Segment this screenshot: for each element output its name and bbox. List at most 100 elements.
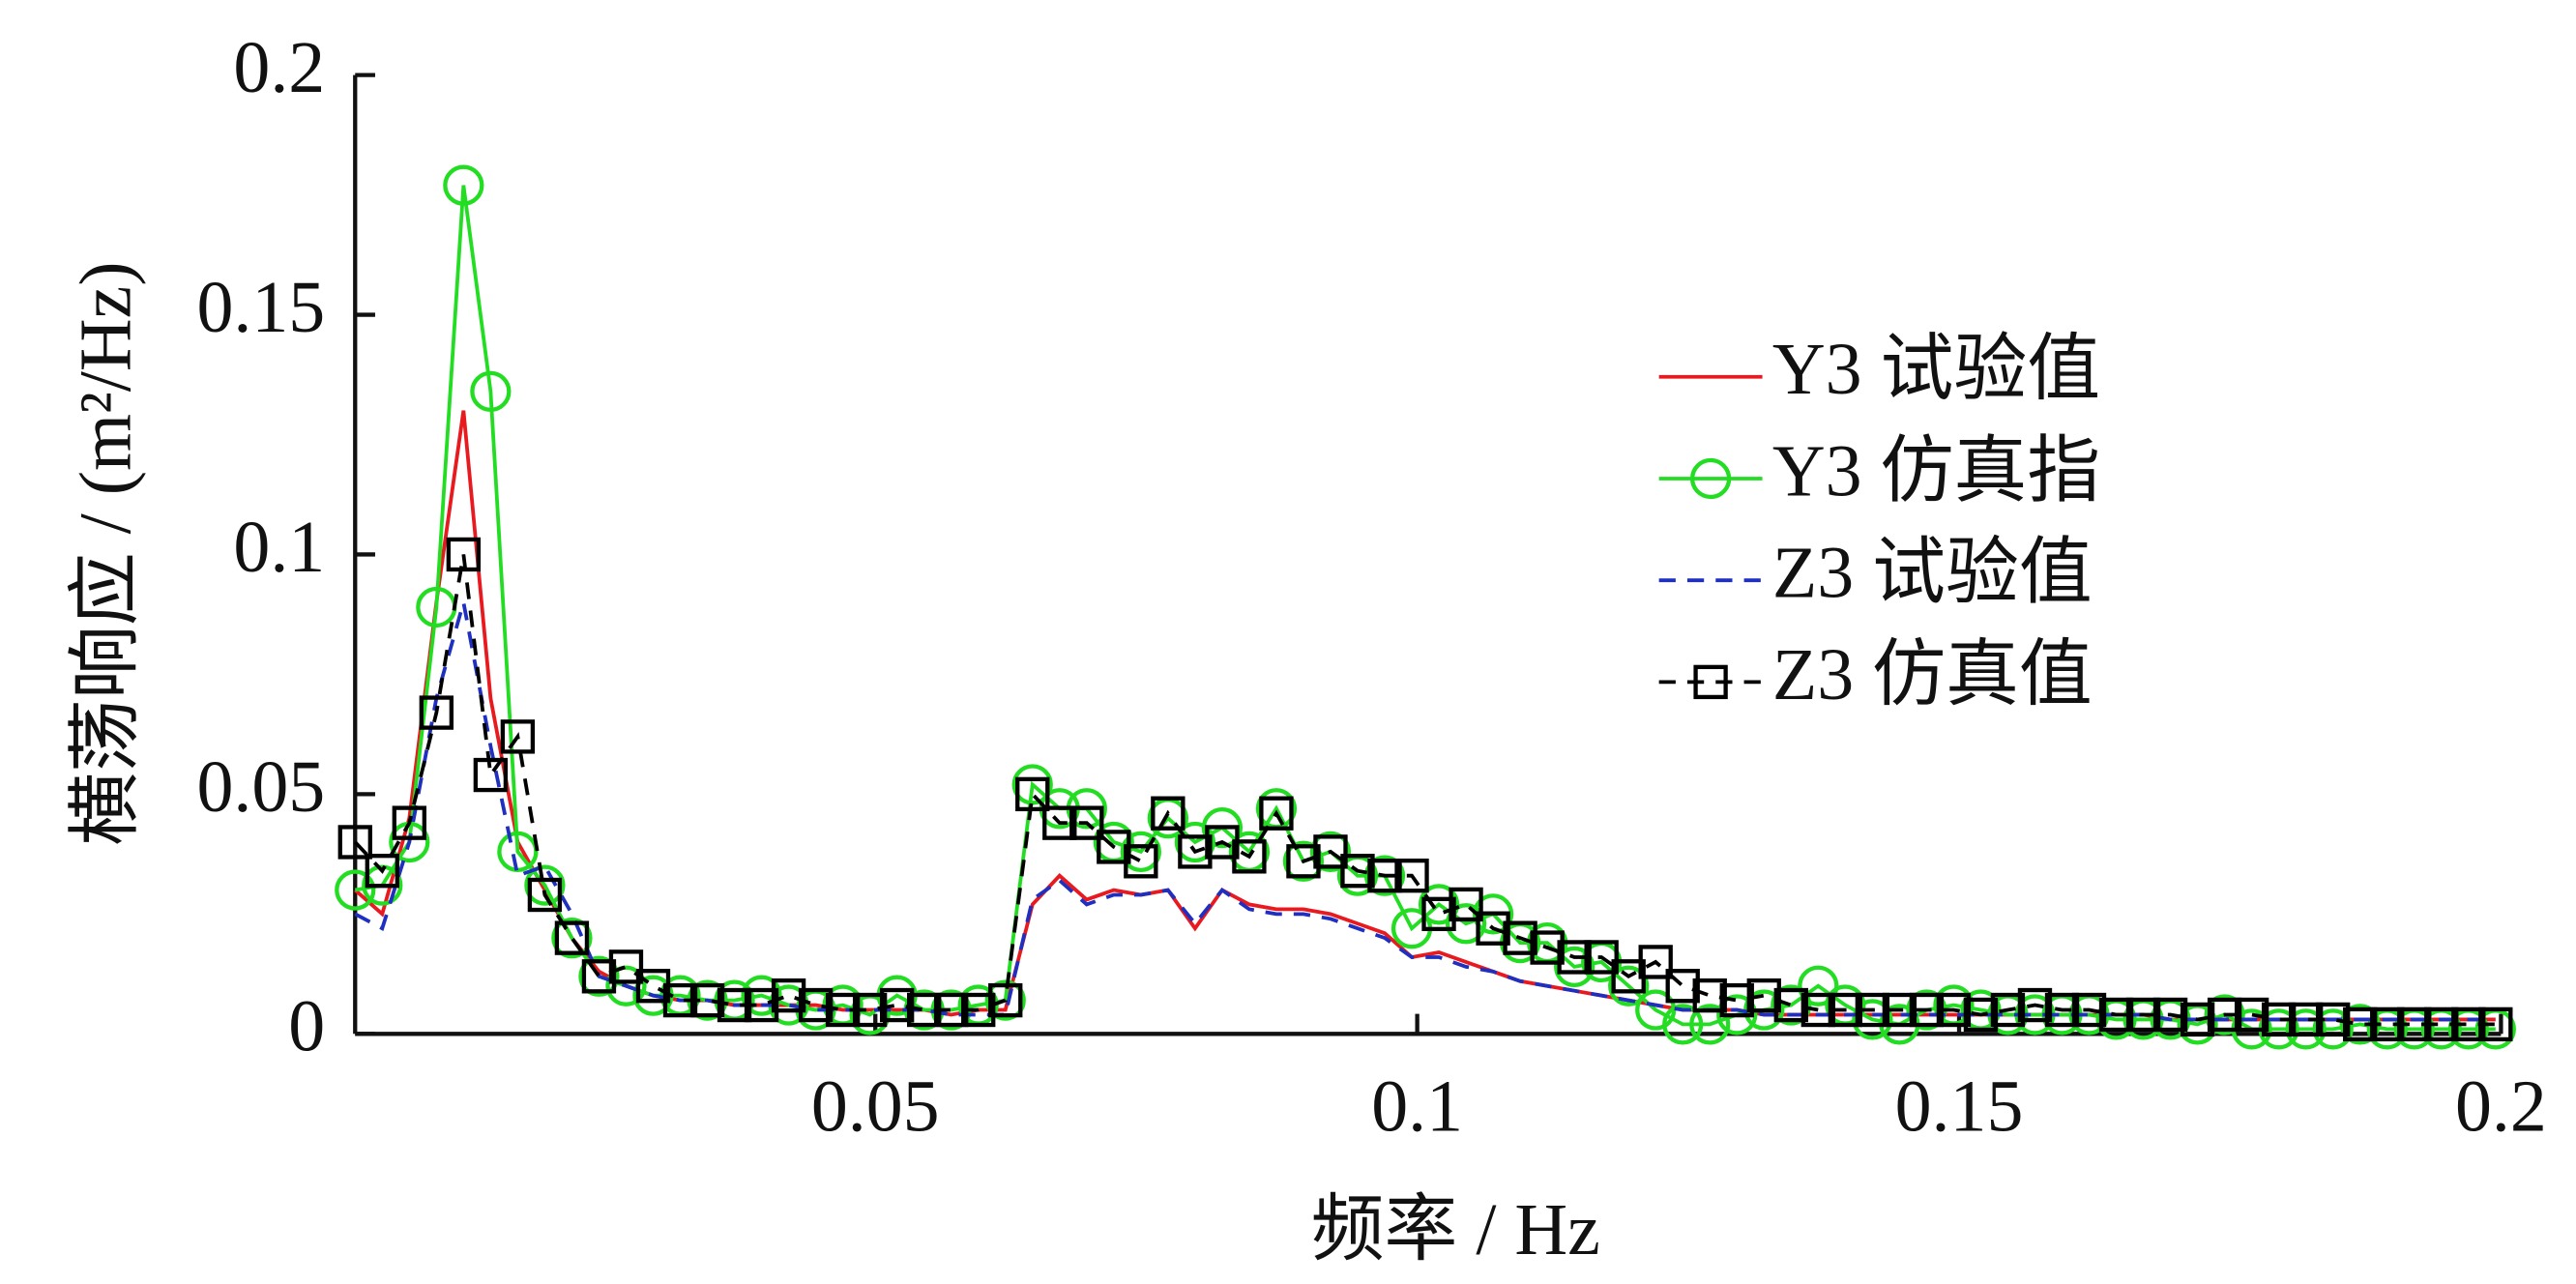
legend-marker (1693, 664, 1728, 700)
y-tick-label: 0 (288, 986, 325, 1067)
data-point (1990, 992, 2026, 1028)
x-tick-label: 0.15 (1895, 1065, 2024, 1147)
data-point (1503, 920, 1537, 955)
x-axis-label: 频率 / Hz (1311, 1189, 1600, 1270)
data-point (1530, 930, 1565, 965)
data-point (1665, 969, 1700, 1004)
data-point (771, 978, 806, 1013)
data-point (2234, 997, 2269, 1033)
data-point (1178, 834, 1213, 869)
data-point (362, 864, 403, 906)
data-point (2180, 1002, 2215, 1037)
data-point (1746, 978, 1781, 1013)
data-point (1069, 805, 1104, 840)
data-point (1286, 844, 1321, 879)
data-point (1042, 805, 1077, 840)
y-tick-label: 0.15 (196, 267, 325, 348)
legend-marker (1689, 457, 1732, 500)
data-point (2071, 992, 2107, 1028)
data-point (337, 825, 372, 860)
data-point (1798, 965, 1839, 1007)
data-point (744, 987, 779, 1023)
data-point (1882, 992, 1917, 1028)
data-point (470, 370, 512, 412)
data-point (527, 877, 563, 913)
data-point (1800, 992, 1835, 1028)
data-point (551, 918, 593, 959)
data-point (1936, 992, 1972, 1028)
data-point (907, 992, 942, 1028)
legend-label: Y3 试验值 (1772, 329, 2100, 410)
data-point (741, 975, 782, 1016)
data-point (1445, 903, 1487, 945)
data-point (2288, 1002, 2324, 1037)
data-point (1363, 855, 1406, 896)
data-point (1855, 992, 1890, 1028)
data-point (825, 992, 861, 1028)
data-point (2261, 1002, 2297, 1037)
data-point (473, 757, 509, 793)
data-point (1716, 994, 1758, 1036)
data-point (2424, 1007, 2459, 1042)
data-point (1120, 831, 1161, 873)
data-point (2451, 1007, 2486, 1042)
data-point (1201, 806, 1244, 849)
data-point (2098, 997, 2134, 1033)
data-point (500, 719, 536, 754)
y-tick-label: 0.1 (233, 507, 325, 588)
data-point (934, 992, 969, 1028)
data-point (578, 955, 620, 997)
data-point (988, 982, 1023, 1018)
data-point (2343, 1007, 2378, 1042)
data-point (2207, 997, 2242, 1033)
data-point (2125, 997, 2161, 1033)
x-tick-label: 0.1 (1371, 1065, 1463, 1147)
data-point (2478, 1007, 2513, 1042)
data-point (1011, 764, 1053, 805)
data-point (879, 987, 915, 1023)
x-tick-label: 0.2 (2455, 1065, 2547, 1147)
data-point (335, 869, 376, 911)
data-point (1259, 796, 1294, 831)
data-point (2017, 987, 2053, 1023)
data-point (1909, 992, 1945, 1028)
data-point (581, 959, 617, 994)
data-point (1313, 834, 1348, 869)
data-point (1638, 945, 1673, 979)
data-point (1828, 992, 1863, 1028)
data-point (1418, 884, 1460, 925)
data-point (605, 965, 647, 1007)
data-point (1309, 831, 1352, 873)
data-point (1608, 965, 1650, 1007)
data-point (392, 805, 426, 840)
data-point (365, 854, 399, 889)
data-point (1421, 896, 1456, 932)
y-axis-label: 横荡响应 / (m²/Hz) (66, 261, 147, 845)
data-point (1692, 978, 1727, 1013)
data-point (419, 695, 454, 730)
data-point (1557, 940, 1592, 975)
data-point (2397, 1007, 2432, 1042)
legend-label: Y3 仿真指 (1772, 430, 2100, 511)
data-point (1584, 940, 1619, 975)
x-tick-label: 0.05 (811, 1065, 940, 1147)
data-point (1394, 858, 1429, 893)
data-point (1282, 840, 1325, 882)
data-point (662, 982, 698, 1018)
legend-label: Z3 试验值 (1772, 533, 2093, 614)
data-point (2044, 992, 2080, 1028)
data-point (1124, 844, 1158, 879)
y-tick-label: 0.05 (196, 746, 325, 828)
data-point (1689, 1004, 1731, 1045)
data-point (608, 949, 644, 984)
data-point (1015, 776, 1050, 812)
data-point (689, 982, 725, 1018)
data-point (524, 864, 566, 906)
data-point (1852, 999, 1893, 1040)
data-point (1719, 982, 1754, 1018)
data-point (1662, 1004, 1704, 1045)
data-point (1773, 987, 1808, 1023)
